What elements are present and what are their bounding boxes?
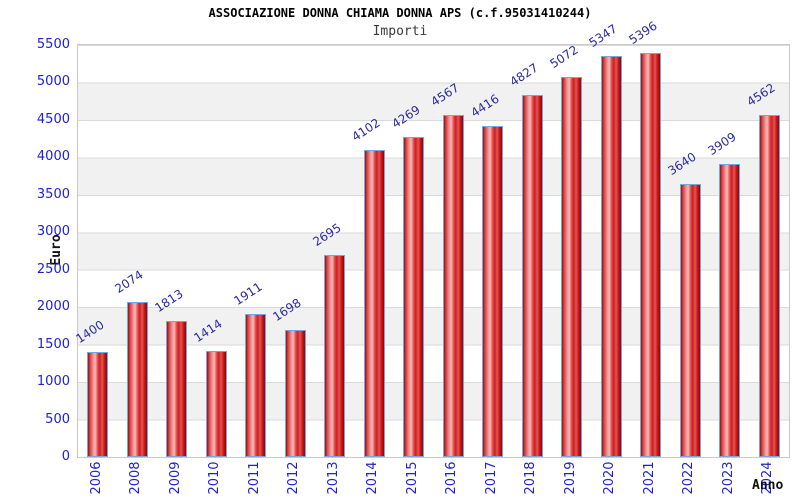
- x-tick-label: 2023: [720, 461, 736, 495]
- chart-title: ASSOCIAZIONE DONNA CHIAMA DONNA APS (c.f…: [208, 6, 592, 20]
- bar-value-label: 4102: [349, 115, 383, 144]
- bar-value-label: 1400: [73, 317, 107, 347]
- bar-value-label: 1414: [191, 316, 225, 346]
- bar: [442, 114, 464, 457]
- bar: [600, 56, 622, 457]
- bar-value-label: 4827: [507, 61, 541, 90]
- bar: [561, 77, 583, 457]
- bar-value-label: 4269: [389, 102, 423, 132]
- x-tick-label: 2011: [246, 461, 262, 495]
- bar: [284, 329, 306, 457]
- y-tick-label: 500: [45, 411, 70, 427]
- x-tick-label: 2008: [128, 461, 144, 495]
- x-axis-title: Anno: [752, 478, 784, 493]
- bar: [205, 351, 227, 457]
- x-tick-label: 2017: [483, 461, 499, 495]
- y-tick-label: 5000: [36, 74, 70, 90]
- bar-value-label: 4567: [428, 80, 462, 109]
- bar-value-label: 4562: [744, 80, 778, 110]
- bar-value-label: 1911: [231, 279, 265, 308]
- x-tick-label: 2006: [88, 461, 104, 495]
- x-tick-label: 2015: [404, 461, 420, 495]
- chart-subtitle: Importi: [372, 24, 428, 39]
- bar: [521, 95, 543, 457]
- bar: [245, 313, 267, 457]
- y-tick-label: 3500: [36, 186, 70, 202]
- x-tick-label: 2018: [523, 461, 539, 495]
- y-tick-label: 4000: [36, 149, 70, 165]
- x-tick-label: 2012: [286, 461, 302, 495]
- y-tick-label: 1000: [36, 374, 70, 390]
- x-tick-label: 2013: [325, 461, 341, 495]
- bar: [324, 255, 346, 457]
- y-tick-label: 5500: [36, 37, 70, 52]
- y-tick-label: 4500: [36, 111, 70, 127]
- y-tick-label: 3000: [36, 224, 70, 240]
- plot-area: 1400 2074 1813 1414 1911 1698 2695 4102 4269 4567…: [73, 18, 790, 458]
- y-tick-label: 0: [61, 449, 70, 464]
- bar: [363, 149, 385, 457]
- bar-value-label: 3640: [665, 149, 699, 179]
- bar: [126, 301, 148, 457]
- x-tick-label: 2009: [167, 461, 183, 495]
- x-tick-label: 2020: [602, 461, 618, 495]
- bar: [482, 126, 504, 457]
- bar-value-label: 3909: [705, 129, 739, 159]
- y-tick-label: 2000: [36, 299, 70, 315]
- x-tick-label: 2016: [444, 461, 460, 495]
- x-tick-label: 2014: [365, 461, 381, 495]
- y-tick-label: 1500: [36, 336, 70, 352]
- bar: [403, 137, 425, 457]
- bar-value-label: 2695: [310, 220, 344, 250]
- x-tick-label: 2022: [681, 461, 697, 495]
- bar: [758, 115, 780, 457]
- bar-value-label: 2074: [112, 267, 146, 296]
- bar: [640, 52, 662, 457]
- bar-value-label: 4416: [468, 91, 502, 121]
- bar: [719, 164, 741, 457]
- y-tick-label: 2500: [36, 261, 70, 277]
- bar: [166, 321, 188, 457]
- bar: [87, 352, 109, 457]
- x-tick-label: 2010: [207, 461, 223, 495]
- bar-value-label: 1698: [270, 295, 304, 324]
- bar: [679, 184, 701, 457]
- x-tick-label: 2021: [641, 461, 657, 495]
- bar-value-label: 5072: [547, 42, 581, 72]
- bar-value-label: 1813: [152, 286, 186, 316]
- x-tick-label: 2019: [562, 461, 578, 495]
